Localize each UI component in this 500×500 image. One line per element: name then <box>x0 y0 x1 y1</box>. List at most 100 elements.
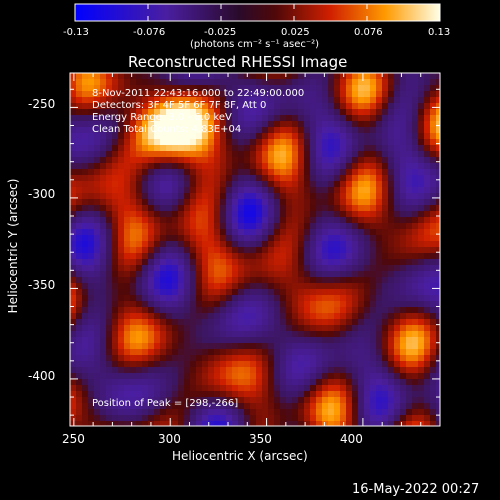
heatmap-cell <box>370 121 377 128</box>
heatmap-cell <box>286 133 293 140</box>
heatmap-cell <box>166 409 173 416</box>
heatmap-cell <box>274 91 281 98</box>
heatmap-cell <box>370 259 377 266</box>
heatmap-cell <box>436 289 440 296</box>
heatmap-cell <box>70 307 77 314</box>
heatmap-cell <box>400 361 407 368</box>
heatmap-cell <box>250 235 257 242</box>
heatmap-cell <box>124 265 131 272</box>
heatmap-cell <box>424 145 431 152</box>
heatmap-cell <box>136 181 143 188</box>
heatmap-cell <box>148 403 155 410</box>
heatmap-cell <box>226 205 233 212</box>
heatmap-cell <box>286 415 293 422</box>
heatmap-cell <box>232 337 239 344</box>
heatmap-cell <box>418 241 425 248</box>
heatmap-cell <box>238 421 245 426</box>
plot-frame <box>69 72 441 427</box>
heatmap-cell <box>352 187 359 194</box>
heatmap-cell <box>400 373 407 380</box>
heatmap-cell <box>160 355 167 362</box>
footer-date: 16-May-2022 00:27 <box>352 482 480 497</box>
heatmap-cell <box>310 409 317 416</box>
heatmap-cell <box>310 79 317 86</box>
heatmap-cell <box>310 103 317 110</box>
heatmap-cell <box>118 157 125 164</box>
heatmap-cell <box>292 355 299 362</box>
heatmap-cell <box>196 205 203 212</box>
heatmap-cell <box>352 355 359 362</box>
heatmap-cell <box>172 217 179 224</box>
heatmap-cell <box>370 289 377 296</box>
heatmap-cell <box>412 337 419 344</box>
heatmap-cell <box>340 121 347 128</box>
heatmap-cell <box>274 259 281 266</box>
heatmap-cell <box>382 253 389 260</box>
heatmap-cell <box>262 73 269 80</box>
heatmap-cell <box>340 247 347 254</box>
heatmap-cell <box>340 139 347 146</box>
heatmap-cell <box>430 253 437 260</box>
heatmap-cell <box>352 343 359 350</box>
heatmap-cell <box>334 85 341 92</box>
heatmap-cell <box>148 343 155 350</box>
heatmap-cell <box>256 73 263 80</box>
heatmap-cell <box>352 289 359 296</box>
heatmap-cell <box>292 187 299 194</box>
heatmap-cell <box>376 235 383 242</box>
heatmap-cell <box>154 73 161 80</box>
heatmap-cell <box>124 319 131 326</box>
heatmap-cell <box>238 139 245 146</box>
heatmap-cell <box>106 301 113 308</box>
heatmap-cell <box>376 157 383 164</box>
heatmap-cell <box>238 79 245 86</box>
heatmap-cell <box>76 235 83 242</box>
heatmap-cell <box>370 283 377 290</box>
heatmap-cell <box>412 325 419 332</box>
heatmap-cell <box>70 367 77 374</box>
heatmap-cell <box>358 253 365 260</box>
heatmap-cell <box>118 109 125 116</box>
heatmap-cell <box>274 265 281 272</box>
heatmap-cell <box>322 151 329 158</box>
heatmap-cell <box>310 241 317 248</box>
heatmap-cell <box>394 271 401 278</box>
heatmap-cell <box>136 175 143 182</box>
heatmap-cell <box>322 229 329 236</box>
heatmap-cell <box>352 91 359 98</box>
heatmap-cell <box>106 181 113 188</box>
heatmap-cell <box>220 289 227 296</box>
heatmap-cell <box>76 331 83 338</box>
heatmap-cell <box>436 169 440 176</box>
heatmap-cell <box>190 295 197 302</box>
heatmap-cell <box>94 397 101 404</box>
heatmap-cell <box>340 361 347 368</box>
heatmap-cell <box>124 367 131 374</box>
heatmap-cell <box>232 409 239 416</box>
heatmap-cell <box>316 247 323 254</box>
heatmap-cell <box>298 379 305 386</box>
heatmap-cell <box>106 367 113 374</box>
heatmap-cell <box>160 253 167 260</box>
heatmap-cell <box>184 157 191 164</box>
heatmap-cell <box>394 241 401 248</box>
heatmap-cell <box>322 145 329 152</box>
heatmap-cell <box>412 271 419 278</box>
heatmap-cell <box>232 367 239 374</box>
heatmap-cell <box>358 391 365 398</box>
heatmap-cell <box>268 241 275 248</box>
heatmap-cell <box>130 235 137 242</box>
heatmap-cell <box>430 367 437 374</box>
heatmap-cell <box>304 133 311 140</box>
heatmap-cell <box>142 103 149 110</box>
heatmap-cell <box>100 319 107 326</box>
heatmap-cell <box>370 319 377 326</box>
heatmap-cell <box>166 403 173 410</box>
heatmap-cell <box>292 349 299 356</box>
heatmap-cell <box>196 271 203 278</box>
heatmap-cell <box>88 307 95 314</box>
heatmap-cell <box>172 115 179 122</box>
heatmap-cell <box>76 313 83 320</box>
heatmap-cell <box>298 409 305 416</box>
heatmap-cell <box>166 361 173 368</box>
